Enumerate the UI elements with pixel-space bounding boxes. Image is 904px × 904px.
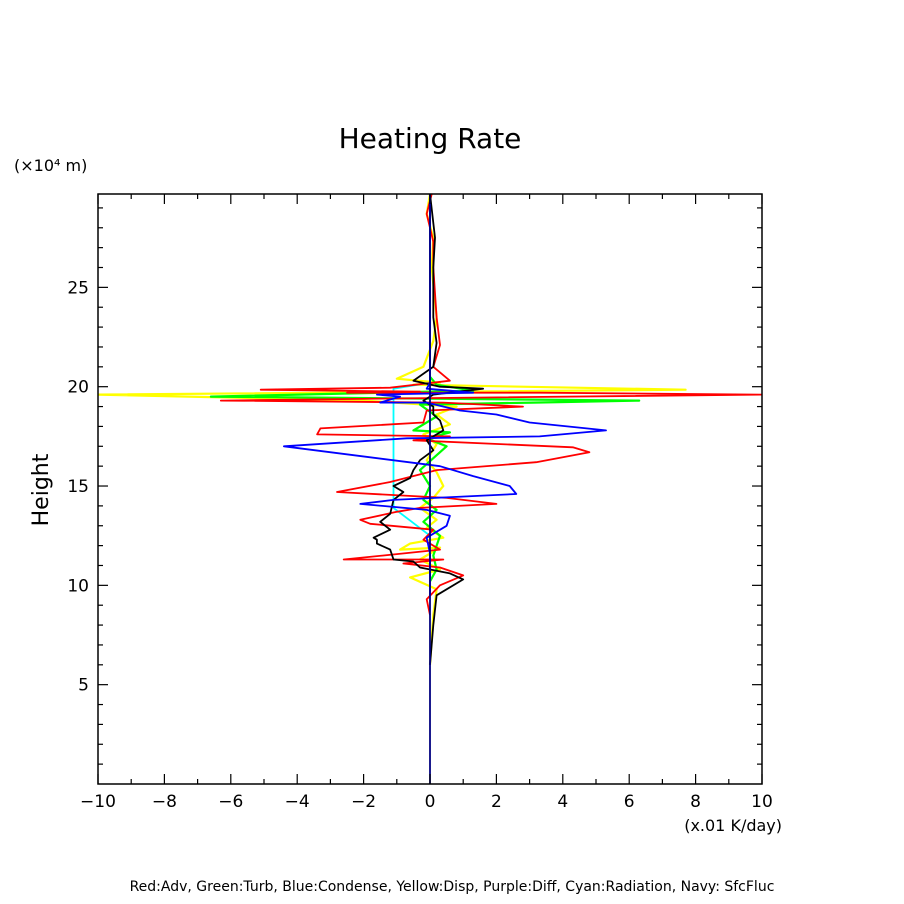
x-tick-label: −6 [218, 792, 243, 812]
series-line-red [219, 194, 762, 616]
x-tick-label: 6 [624, 792, 635, 812]
series-line-blue [282, 194, 607, 596]
ticks-layer: −10 −8 −6 −4 −2 0 2 4 6 8 10 5 10 15 20 25 [67, 194, 773, 812]
y-axis-label: Height [29, 453, 54, 526]
series-layer [98, 194, 762, 784]
y-tick-label: 15 [67, 477, 89, 497]
y-tick-label: 5 [78, 676, 89, 696]
y-tick-label: 20 [67, 378, 89, 398]
y-tick-label: 10 [67, 576, 89, 596]
x-tick-label: −2 [351, 792, 376, 812]
x-tick-label: −10 [80, 792, 116, 812]
x-tick-label: −4 [285, 792, 310, 812]
chart-title: Heating Rate [339, 122, 522, 155]
x-tick-label: 8 [690, 792, 701, 812]
x-tick-label: −8 [152, 792, 177, 812]
x-tick-label: 0 [425, 792, 436, 812]
y-tick-label: 25 [67, 278, 89, 298]
legend-text: Red:Adv, Green:Turb, Blue:Condense, Yell… [130, 879, 775, 895]
x-tick-label: 2 [491, 792, 502, 812]
series-line-yellow [98, 194, 687, 665]
series-line-black [372, 194, 485, 665]
x-tick-label: 4 [557, 792, 568, 812]
plot-frame [97, 193, 763, 785]
x-axis-unit: (x.01 K/day) [684, 816, 782, 835]
x-tick-label: 10 [751, 792, 773, 812]
y-axis-unit: (×10⁴ m) [14, 156, 87, 175]
